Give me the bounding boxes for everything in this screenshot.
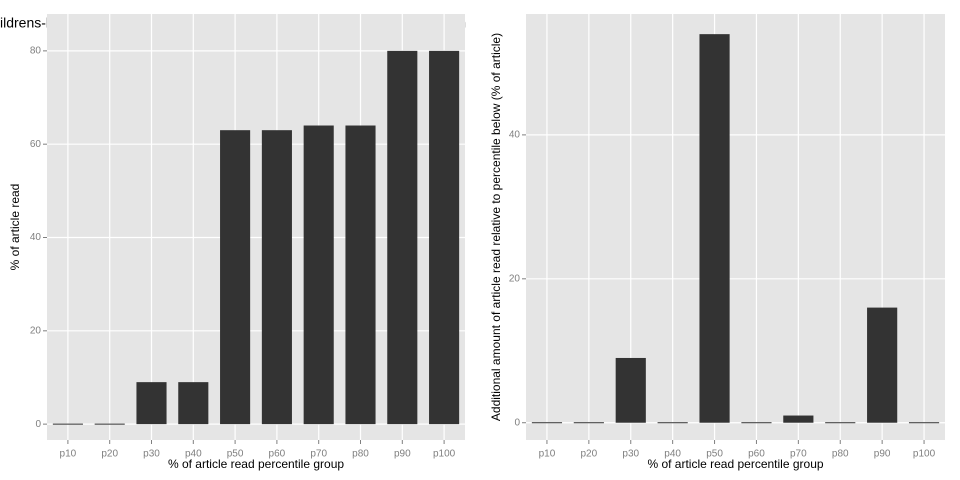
y-tick-label: 60 [30, 139, 42, 150]
x-tick-label: p20 [581, 449, 598, 460]
bar [867, 307, 898, 423]
bar [178, 382, 209, 425]
x-tick-label: p10 [539, 449, 556, 460]
x-tick-label: p10 [60, 449, 77, 460]
y-tick-label: 0 [35, 419, 41, 430]
y-tick-label: 80 [30, 46, 42, 57]
x-tick-label: p80 [352, 449, 369, 460]
bar [94, 423, 125, 425]
x-tick-label: p40 [664, 449, 681, 460]
bar [345, 125, 376, 425]
x-tick-label: p60 [748, 449, 765, 460]
bar [531, 422, 563, 424]
bar [261, 130, 292, 425]
bar [220, 130, 251, 425]
x-tick-label: p80 [832, 449, 849, 460]
x-tick-label: p60 [269, 449, 286, 460]
y-tick-label: 40 [509, 130, 521, 141]
bar [136, 382, 167, 425]
x-tick-label: p30 [143, 449, 160, 460]
x-tick-label: p30 [622, 449, 639, 460]
bar [908, 422, 940, 424]
y-axis-label: Additional amount of article read relati… [489, 33, 503, 421]
x-tick-label: p90 [394, 449, 411, 460]
bar [699, 34, 730, 423]
x-tick-label: p50 [706, 449, 723, 460]
x-tick-label: p20 [101, 449, 118, 460]
bar [741, 422, 772, 424]
y-tick-label: 40 [30, 232, 42, 243]
y-axis-label: % of article read [8, 184, 22, 271]
y-tick-label: 20 [30, 325, 42, 336]
bar [387, 50, 418, 425]
x-tick-label: p90 [874, 449, 891, 460]
bar [303, 125, 334, 425]
bar [573, 422, 604, 424]
x-tick-label: p100 [433, 449, 456, 460]
bar [657, 422, 688, 424]
x-tick-label: p70 [310, 449, 327, 460]
bar [825, 422, 856, 424]
bar [52, 423, 83, 425]
x-tick-label: p40 [185, 449, 202, 460]
x-tick-label: p70 [790, 449, 807, 460]
bar [783, 415, 814, 423]
x-tick-label: p50 [227, 449, 244, 460]
bar [615, 357, 646, 423]
bar [429, 50, 460, 425]
x-tick-label: p100 [913, 449, 936, 460]
y-tick-label: 20 [509, 273, 521, 284]
x-axis-label: % of article read percentile group [647, 457, 823, 471]
x-axis-label: % of article read percentile group [168, 457, 344, 471]
y-tick-label: 0 [514, 417, 520, 428]
